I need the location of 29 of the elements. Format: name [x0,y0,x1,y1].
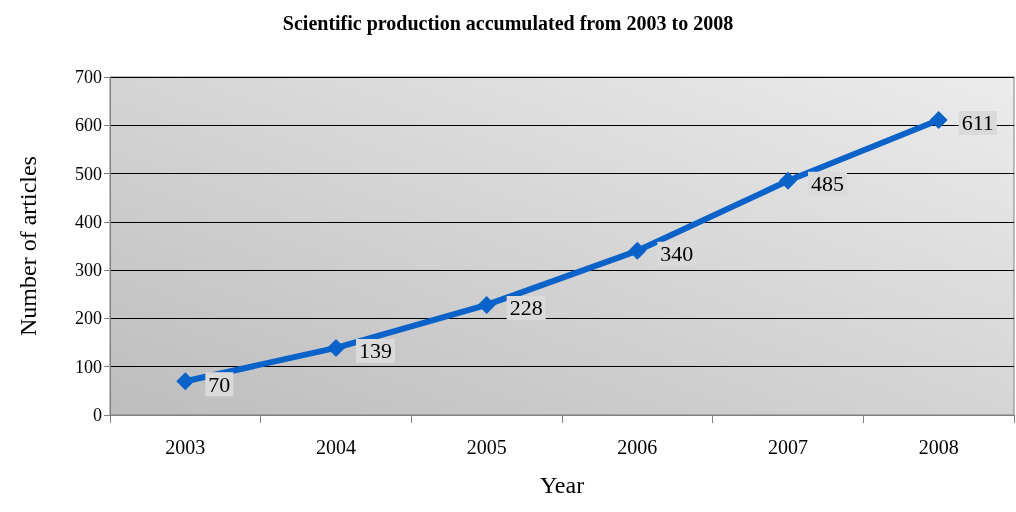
data-label: 485 [811,171,844,197]
point [779,171,797,190]
x-tick-label: 2007 [768,436,808,458]
y-tick-label: 500 [75,163,102,184]
x-tick-label: 2003 [165,436,206,458]
x-axis-title: Year [539,472,585,498]
y-tick-label: 400 [75,211,102,232]
y-tick-label: 0 [93,405,102,425]
chart-title: Scientific production accumulated from 2003 to 2008 [282,12,734,35]
point [929,110,948,129]
y-tick-label: 200 [75,308,102,329]
y-tick-label: 700 [75,67,102,87]
point [176,372,195,391]
x-tick-label: 2005 [466,436,507,458]
x-tick-label: 2004 [316,436,356,458]
data-label: 228 [509,295,543,321]
data-label: 139 [359,338,392,364]
data-label: 70 [208,371,231,397]
point [327,338,345,357]
y-tick-label: 600 [75,115,102,136]
data-label: 611 [961,110,994,136]
point [628,241,647,260]
x-tick-label: 2008 [918,436,959,458]
y-tick-label: 300 [75,260,102,281]
y-axis-title: Number of articles [15,156,41,336]
point [477,295,496,314]
data-label: 340 [660,241,694,267]
x-tick-label: 2006 [617,436,658,458]
y-tick-label: 100 [75,356,102,377]
